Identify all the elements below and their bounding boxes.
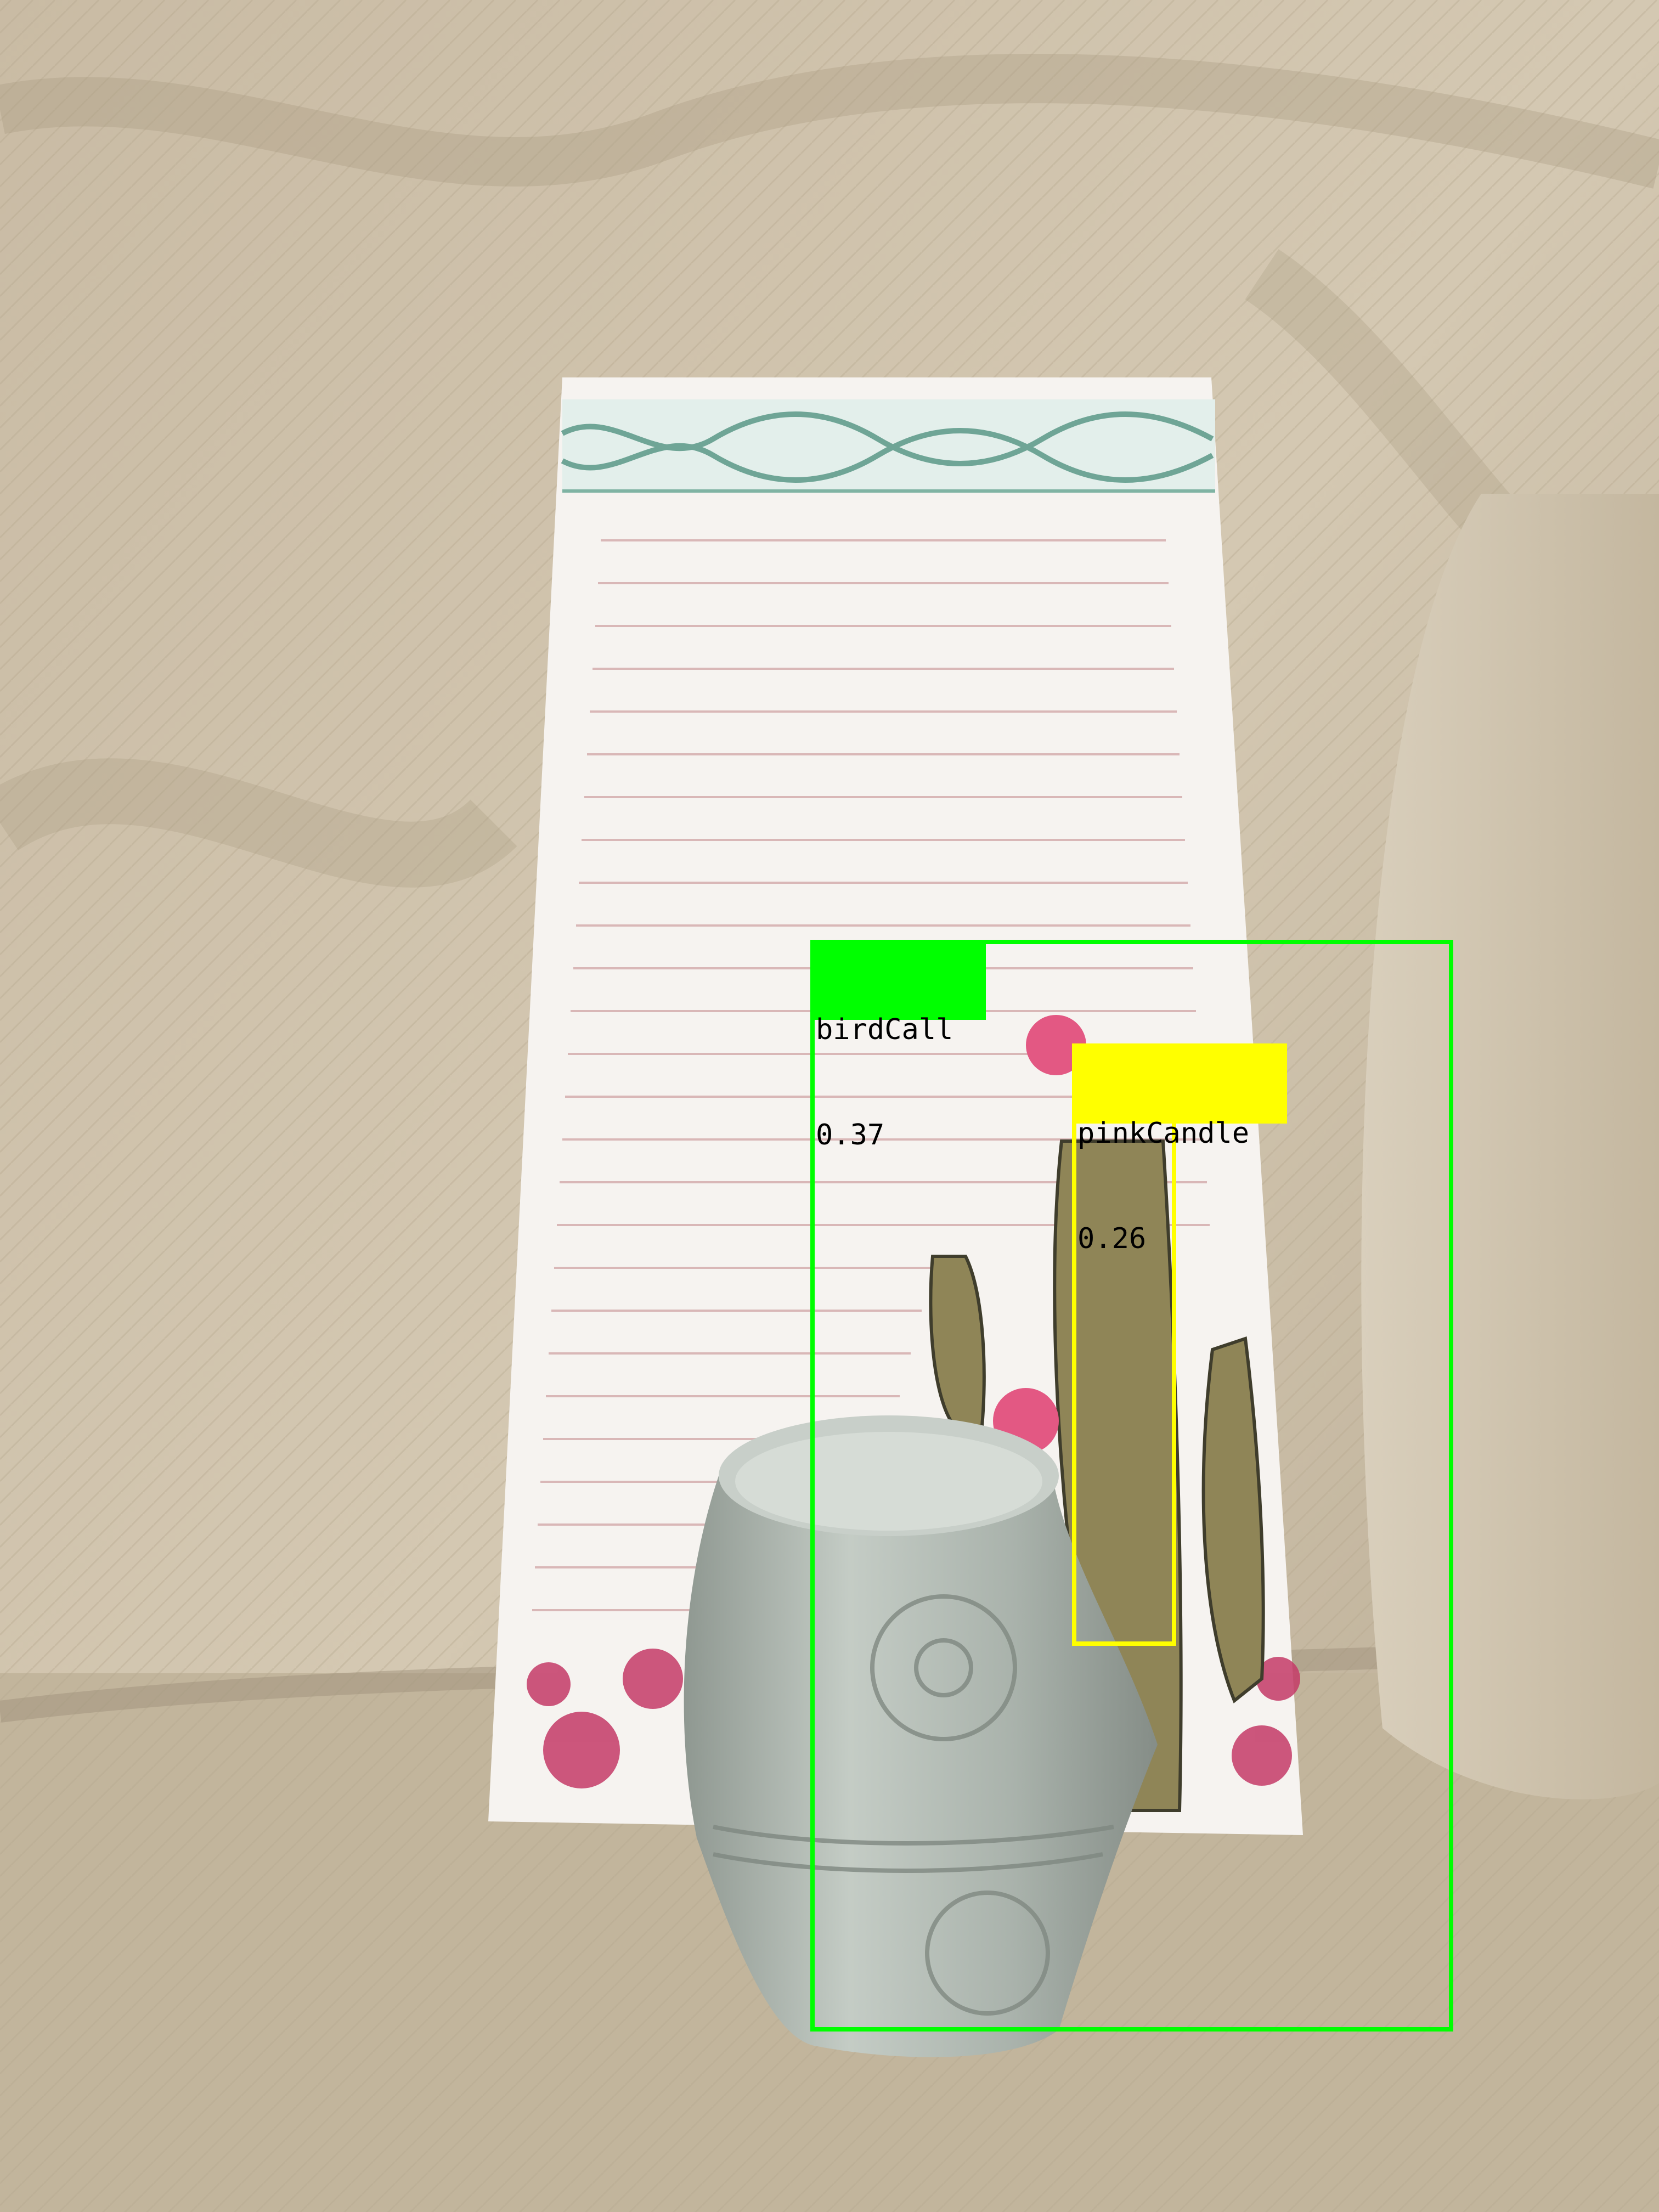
detection-label-text: birdCall <box>816 1012 980 1047</box>
detection-score-text: 0.26 <box>1077 1221 1282 1256</box>
detection-score-text: 0.37 <box>816 1118 980 1153</box>
detection-label-text: pinkCandle <box>1077 1116 1282 1151</box>
detection-label-birdcall: birdCall 0.37 <box>810 940 986 1020</box>
detection-label-pinkcandle: pinkCandle 0.26 <box>1072 1043 1287 1124</box>
